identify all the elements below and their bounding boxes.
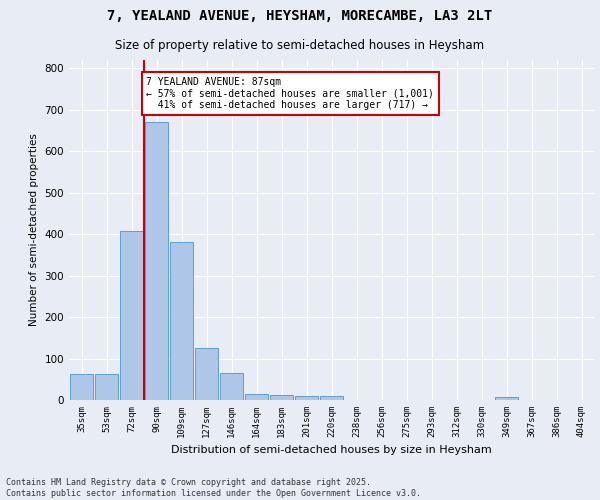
Bar xyxy=(494,396,518,400)
Bar xyxy=(295,396,319,400)
Bar xyxy=(245,394,268,400)
Text: Contains HM Land Registry data © Crown copyright and database right 2025.
Contai: Contains HM Land Registry data © Crown c… xyxy=(6,478,421,498)
Text: Size of property relative to semi-detached houses in Heysham: Size of property relative to semi-detach… xyxy=(115,39,485,52)
Bar xyxy=(170,242,193,400)
Bar xyxy=(220,373,244,400)
Y-axis label: Number of semi-detached properties: Number of semi-detached properties xyxy=(29,134,39,326)
Bar xyxy=(269,395,293,400)
Text: 7 YEALAND AVENUE: 87sqm
← 57% of semi-detached houses are smaller (1,001)
  41% : 7 YEALAND AVENUE: 87sqm ← 57% of semi-de… xyxy=(146,76,434,110)
Bar xyxy=(320,396,343,400)
Bar xyxy=(119,231,143,400)
Bar xyxy=(194,348,218,400)
Text: 7, YEALAND AVENUE, HEYSHAM, MORECAMBE, LA3 2LT: 7, YEALAND AVENUE, HEYSHAM, MORECAMBE, L… xyxy=(107,9,493,23)
X-axis label: Distribution of semi-detached houses by size in Heysham: Distribution of semi-detached houses by … xyxy=(171,446,492,456)
Bar xyxy=(145,122,169,400)
Bar xyxy=(70,374,94,400)
Bar xyxy=(95,374,118,400)
